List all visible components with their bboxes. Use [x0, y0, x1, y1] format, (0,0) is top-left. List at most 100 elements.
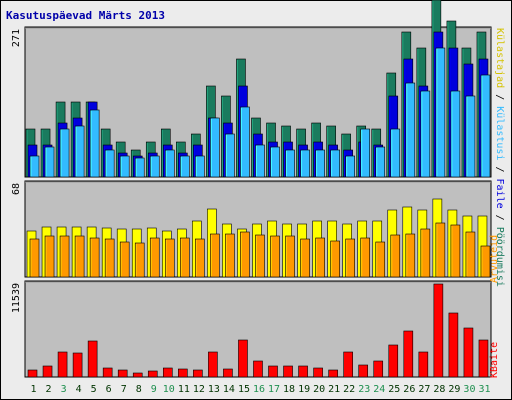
- bar-top-Külastusi-26: [405, 82, 416, 178]
- legend-entry: Külastajad: [494, 28, 505, 88]
- bar-mid-Arvuteid-26: [405, 233, 416, 278]
- bar-mid-Arvuteid-16: [255, 234, 265, 278]
- bar-bot-KBaite-11: [178, 368, 188, 378]
- legend-entry-arvuteid: Arvuteid: [489, 235, 500, 283]
- legend-separator: /: [494, 209, 505, 227]
- bar-mid-Arvuteid-14: [225, 233, 235, 278]
- legend-entry: Faile: [494, 179, 505, 209]
- x-tick-label: 22: [343, 384, 355, 395]
- bar-mid-Arvuteid-30: [465, 231, 476, 278]
- bar-top-Külastusi-15: [240, 106, 250, 178]
- bar-mid-Arvuteid-23: [360, 237, 371, 278]
- chart-panels: 271 68 11539: [11, 0, 492, 378]
- bar-top-Külastusi-20: [315, 149, 325, 178]
- bar-top-Külastusi-30: [465, 95, 476, 178]
- x-tick-label: 20: [313, 384, 325, 395]
- bar-bot-KBaite-15: [238, 339, 248, 378]
- bar-top-Külastusi-13: [210, 117, 220, 178]
- bar-top-Külastusi-17: [270, 146, 280, 178]
- x-tick-label: 11: [178, 384, 190, 395]
- bar-bot-KBaite-3: [57, 351, 68, 378]
- x-tick-label: 17: [268, 384, 280, 395]
- x-tick-label: 31: [478, 384, 490, 395]
- bar-top-Külastusi-24: [375, 146, 386, 178]
- series-Arvuteid: [29, 222, 491, 278]
- x-tick-label: 1: [31, 384, 37, 395]
- panel-top: 271: [11, 0, 492, 178]
- legend-separator: /: [494, 88, 505, 106]
- bar-bot-KBaite-19: [298, 365, 308, 378]
- bar-top-Külastusi-10: [164, 149, 175, 178]
- bar-mid-Arvuteid-25: [390, 234, 401, 278]
- x-tick-label: 5: [91, 384, 97, 395]
- bar-mid-Arvuteid-7: [119, 241, 130, 278]
- bar-top-Külastusi-23: [360, 128, 371, 178]
- bar-top-Külastusi-4: [74, 125, 85, 178]
- bar-bot-KBaite-20: [313, 367, 323, 378]
- bar-mid-Arvuteid-17: [270, 235, 280, 278]
- bar-mid-Arvuteid-29: [450, 224, 461, 278]
- bar-top-Külastusi-29: [450, 90, 461, 178]
- bar-mid-Arvuteid-20: [315, 237, 325, 278]
- bar-bot-KBaite-23: [358, 364, 369, 378]
- x-axis-labels: 1 2 3 4 5 6 7 8 9 10 11 12 13 14 15 16 17 18 19 20 21 22 23 24 2…: [31, 384, 491, 395]
- x-tick-label: 28: [433, 384, 445, 395]
- bar-bot-KBaite-14: [223, 368, 233, 378]
- panel-mid-ymax-label: 68: [11, 183, 22, 195]
- series-Külastusi: [29, 47, 491, 178]
- panel-mid: 68: [11, 180, 492, 278]
- bar-bot-KBaite-4: [72, 352, 83, 378]
- bar-mid-Arvuteid-1: [29, 238, 40, 278]
- bar-mid-Arvuteid-8: [134, 242, 145, 278]
- panel-bot-ymax-label: 11539: [11, 283, 22, 313]
- bar-bot-KBaite-9: [147, 370, 158, 378]
- legend-separator: /: [494, 160, 505, 178]
- x-tick-label: 9: [151, 384, 157, 395]
- x-tick-label: 2: [46, 384, 52, 395]
- bar-top-Külastusi-21: [330, 149, 340, 178]
- bar-bot-KBaite-26: [403, 330, 414, 378]
- bar-top-Külastusi-3: [59, 128, 70, 178]
- bar-mid-Arvuteid-10: [164, 238, 175, 278]
- chart-title: Kasutuspäevad Märts 2013: [6, 9, 165, 22]
- bar-top-Külastusi-9: [149, 155, 160, 178]
- x-tick-label: 15: [238, 384, 250, 395]
- bar-mid-Arvuteid-22: [345, 238, 355, 278]
- bar-mid-Arvuteid-11: [180, 237, 190, 278]
- bar-top-Külastusi-27: [420, 90, 431, 178]
- bar-bot-KBaite-18: [283, 365, 293, 378]
- x-tick-label: 6: [106, 384, 112, 395]
- bar-top-Külastusi-31: [480, 74, 491, 178]
- bar-bot-KBaite-17: [268, 365, 278, 378]
- bar-bot-KBaite-25: [388, 344, 399, 378]
- legend-entry: Külastusi: [494, 106, 505, 160]
- bar-top-Külastusi-25: [390, 128, 401, 178]
- x-tick-label: 29: [448, 384, 460, 395]
- x-tick-label: 8: [136, 384, 142, 395]
- bar-bot-KBaite-1: [27, 369, 38, 378]
- bar-top-Külastusi-5: [89, 109, 100, 178]
- bar-top-Külastusi-16: [255, 144, 265, 178]
- legend-entry-kbaite: KBaite: [489, 342, 500, 378]
- bar-top-Külastusi-28: [435, 47, 446, 178]
- x-tick-label: 12: [193, 384, 205, 395]
- bar-bot-KBaite-8: [132, 372, 143, 378]
- bar-bot-KBaite-6: [102, 367, 113, 378]
- bar-bot-KBaite-29: [448, 312, 459, 378]
- x-tick-label: 13: [208, 384, 220, 395]
- bar-bot-KBaite-10: [162, 367, 173, 378]
- bar-bot-KBaite-2: [42, 365, 53, 378]
- bar-mid-Arvuteid-21: [330, 240, 340, 278]
- x-tick-label: 27: [418, 384, 430, 395]
- x-tick-label: 23: [358, 384, 370, 395]
- bar-bot-KBaite-12: [193, 369, 203, 378]
- bar-mid-Arvuteid-31: [480, 245, 491, 278]
- legend-entry: Pöördumisi: [494, 227, 505, 287]
- bar-top-Külastusi-11: [180, 155, 190, 178]
- bar-mid-Arvuteid-2: [44, 235, 55, 278]
- x-tick-label: 24: [373, 384, 385, 395]
- x-tick-label: 21: [328, 384, 340, 395]
- bar-top-Külastusi-8: [134, 157, 145, 178]
- bar-top-Külastusi-22: [345, 155, 355, 178]
- bar-bot-KBaite-5: [87, 340, 98, 378]
